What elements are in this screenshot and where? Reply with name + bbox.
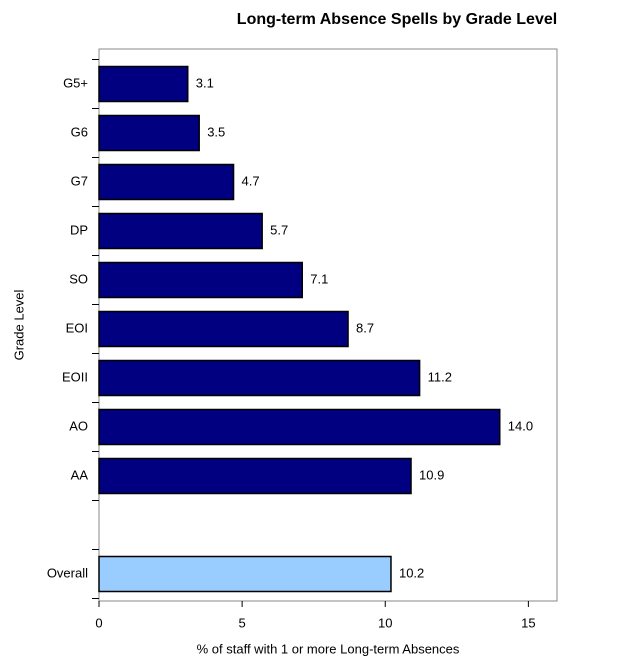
bar — [98, 65, 189, 103]
bar — [98, 261, 303, 299]
x-tick-label: 0 — [95, 615, 102, 630]
y-tick-label: EOII — [62, 369, 88, 384]
y-tick-label: DP — [70, 222, 88, 237]
value-label: 5.7 — [270, 222, 288, 237]
y-tick-label: AO — [69, 418, 88, 433]
bar — [98, 555, 392, 593]
value-label: 8.7 — [356, 320, 374, 335]
bar — [98, 114, 200, 152]
y-axis-label: Grade Level — [11, 289, 26, 360]
y-tick-label: Overall — [47, 565, 88, 580]
y-tick-label: G5+ — [63, 75, 88, 90]
x-tick-label: 10 — [378, 615, 392, 630]
value-label: 10.9 — [419, 467, 444, 482]
value-label: 3.1 — [196, 75, 214, 90]
value-label: 3.5 — [207, 124, 225, 139]
y-tick-label: EOI — [66, 320, 88, 335]
x-tick-label: 5 — [239, 615, 246, 630]
value-label: 11.2 — [428, 369, 452, 384]
y-tick-label: SO — [69, 271, 88, 286]
y-tick-label: AA — [71, 467, 89, 482]
bar — [98, 163, 235, 201]
bar — [98, 212, 263, 250]
value-label: 14.0 — [508, 418, 533, 433]
chart-title: Long-term Absence Spells by Grade Level — [237, 11, 557, 28]
x-axis-label: % of staff with 1 or more Long-term Abse… — [197, 641, 460, 656]
bar — [98, 457, 412, 495]
value-label: 4.7 — [242, 173, 260, 188]
bar — [98, 310, 349, 348]
bar — [98, 408, 501, 446]
bar — [98, 359, 421, 397]
value-label: 10.2 — [399, 565, 424, 580]
y-tick-label: G6 — [71, 124, 88, 139]
value-label: 7.1 — [310, 271, 328, 286]
y-tick-label: G7 — [71, 173, 88, 188]
x-tick-label: 15 — [521, 615, 535, 630]
